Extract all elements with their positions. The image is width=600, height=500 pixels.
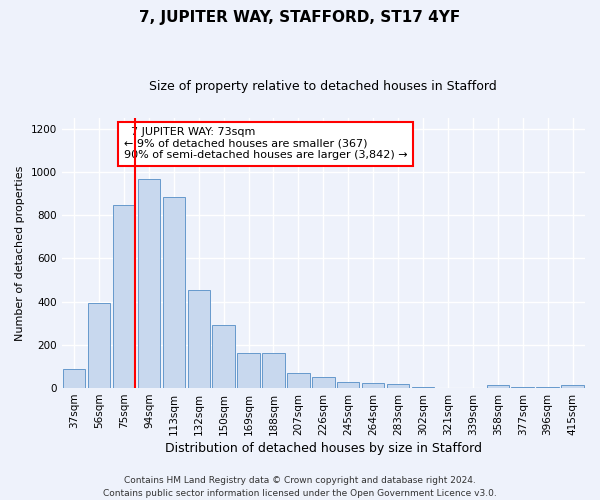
Bar	[88, 302, 110, 388]
Bar	[238, 353, 260, 388]
Bar	[337, 382, 359, 388]
Bar	[163, 196, 185, 388]
Bar	[487, 386, 509, 388]
Bar	[137, 180, 160, 388]
Bar	[287, 373, 310, 388]
Bar	[63, 368, 85, 388]
X-axis label: Distribution of detached houses by size in Stafford: Distribution of detached houses by size …	[165, 442, 482, 455]
Text: 7 JUPITER WAY: 73sqm
← 9% of detached houses are smaller (367)
90% of semi-detac: 7 JUPITER WAY: 73sqm ← 9% of detached ho…	[124, 127, 407, 160]
Bar	[412, 387, 434, 388]
Bar	[362, 382, 385, 388]
Bar	[113, 204, 135, 388]
Bar	[387, 384, 409, 388]
Title: Size of property relative to detached houses in Stafford: Size of property relative to detached ho…	[149, 80, 497, 93]
Bar	[511, 387, 534, 388]
Bar	[188, 290, 210, 388]
Bar	[262, 353, 285, 388]
Bar	[562, 385, 584, 388]
Text: Contains HM Land Registry data © Crown copyright and database right 2024.
Contai: Contains HM Land Registry data © Crown c…	[103, 476, 497, 498]
Bar	[312, 378, 335, 388]
Bar	[536, 387, 559, 388]
Bar	[212, 325, 235, 388]
Y-axis label: Number of detached properties: Number of detached properties	[15, 165, 25, 340]
Text: 7, JUPITER WAY, STAFFORD, ST17 4YF: 7, JUPITER WAY, STAFFORD, ST17 4YF	[139, 10, 461, 25]
